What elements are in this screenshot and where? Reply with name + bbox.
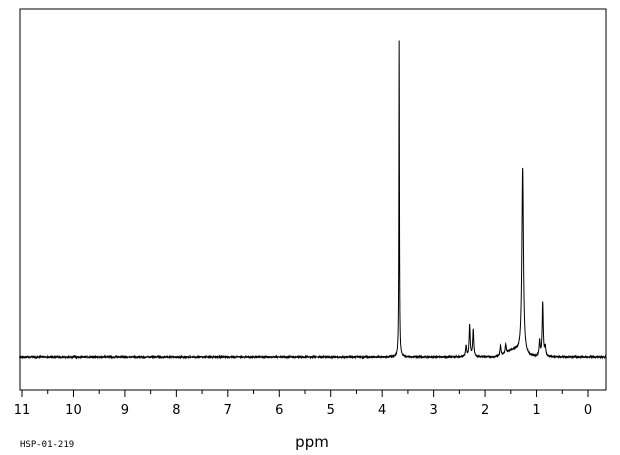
tick-label: 5 bbox=[327, 403, 335, 418]
plot-frame bbox=[19, 8, 607, 391]
tick-label: 11 bbox=[14, 403, 31, 418]
tick-label: 8 bbox=[172, 403, 180, 418]
spectrum-line bbox=[19, 40, 607, 360]
tick-label: 4 bbox=[378, 403, 386, 418]
tick-label: 7 bbox=[224, 403, 232, 418]
tick-label: 3 bbox=[429, 403, 437, 418]
x-axis-ticks bbox=[21, 390, 589, 397]
tick-label: 9 bbox=[121, 403, 129, 418]
x-axis-tick-labels: 11 10 9 8 7 6 5 4 3 2 1 0 bbox=[14, 403, 592, 418]
tick-label: 6 bbox=[275, 403, 283, 418]
tick-label: 2 bbox=[481, 403, 489, 418]
x-axis-label: ppm bbox=[295, 433, 329, 451]
tick-label: 0 bbox=[584, 403, 592, 418]
tick-label: 10 bbox=[65, 403, 82, 418]
tick-label: 1 bbox=[532, 403, 540, 418]
spectrum-id: HSP-01-219 bbox=[20, 440, 74, 450]
